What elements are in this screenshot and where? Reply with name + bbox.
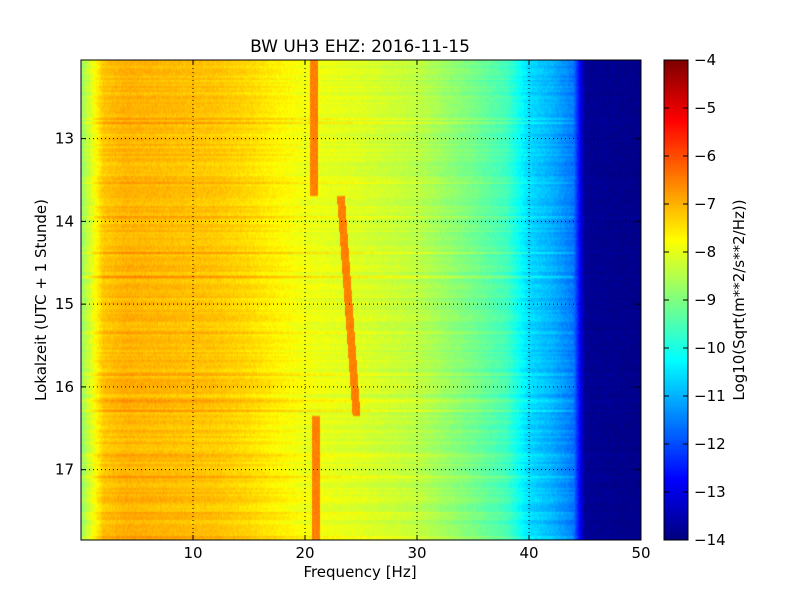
chart-title: BW UH3 EHZ: 2016-11-15 xyxy=(250,37,470,57)
colorbar-tick-label: −13 xyxy=(694,483,726,501)
x-tick-label: 50 xyxy=(631,544,650,562)
colorbar-tick-label: −4 xyxy=(694,51,716,69)
colorbar-tick-label: −11 xyxy=(694,387,726,405)
y-tick-label: 16 xyxy=(55,378,74,396)
colorbar: −4 −5 −6 −7 −8 −9 −10 −11 −12 −13 −14 Log10(Sqrt(m… xyxy=(663,51,748,549)
colorbar-tick-label: −12 xyxy=(694,435,726,453)
y-tick-label: 14 xyxy=(55,212,74,230)
plot-area: 10 20 30 40 50 13 14 15 16 17 xyxy=(55,59,651,562)
x-tick-label: 40 xyxy=(519,544,538,562)
colorbar-tick-label: −6 xyxy=(694,147,716,165)
y-tick-label: 13 xyxy=(55,130,74,148)
x-tick-label: 20 xyxy=(295,544,314,562)
colorbar-tick-label: −9 xyxy=(694,291,716,309)
colorbar-axis: −4 −5 −6 −7 −8 −9 −10 −11 −12 −13 −14 xyxy=(664,51,726,549)
spectrogram-heatmap xyxy=(81,60,641,540)
y-axis: 13 14 15 16 17 xyxy=(55,130,641,479)
grid xyxy=(81,60,641,540)
x-axis-label: Frequency [Hz] xyxy=(303,563,416,581)
plot-frame xyxy=(80,59,642,541)
y-tick-label: 15 xyxy=(55,295,74,313)
x-tick-label: 30 xyxy=(407,544,426,562)
colorbar-tick-label: −8 xyxy=(694,243,716,261)
y-tick-label: 17 xyxy=(55,461,74,479)
colorbar-label: Log10(Sqrt(m**2/s**2/Hz)) xyxy=(730,199,748,400)
x-tick-label: 10 xyxy=(183,544,202,562)
y-axis-label: Lokalzeit (UTC + 1 Stunde) xyxy=(32,199,50,401)
colorbar-tick-label: −14 xyxy=(694,531,726,549)
colorbar-tick-label: −10 xyxy=(694,339,726,357)
colorbar-tick-label: −7 xyxy=(694,195,716,213)
colorbar-tick-label: −5 xyxy=(694,99,716,117)
x-axis: 10 20 30 40 50 xyxy=(183,60,651,562)
